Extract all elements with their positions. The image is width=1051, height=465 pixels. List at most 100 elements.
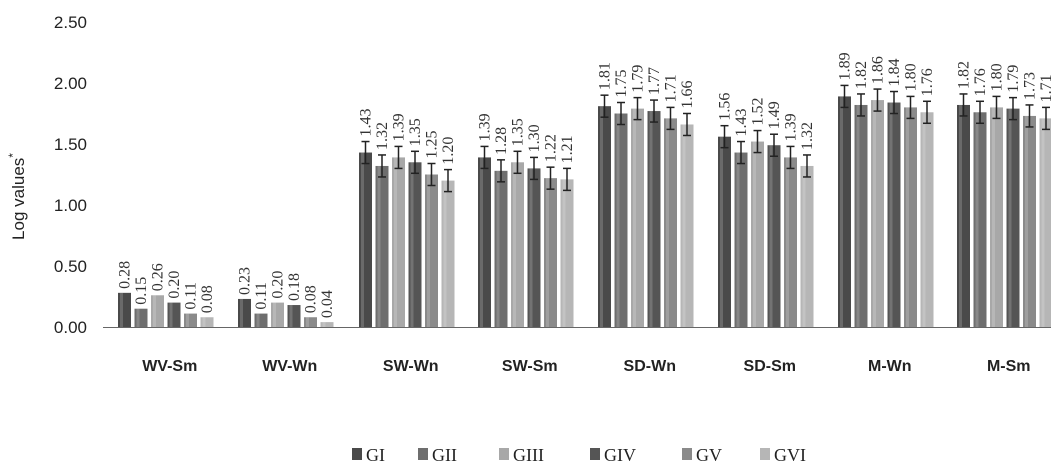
bar-GIII-M-Wn [871, 100, 884, 327]
bar-GII-WV-Sm [135, 309, 148, 327]
data-label-GI-WV-Wn: 0.23 [237, 267, 254, 295]
bar-shine [394, 157, 397, 327]
y-tick-label: 1.00 [54, 196, 87, 215]
bar-shine [273, 303, 276, 327]
bar-shine [480, 157, 483, 327]
bar-GIII-WV-Wn [271, 303, 284, 327]
legend-label-GVI: GVI [774, 445, 806, 465]
bar-GIV-WV-Sm [168, 303, 181, 327]
bar-shine [923, 112, 926, 327]
bar-shine [546, 178, 549, 327]
category-label: SD-Wn [624, 358, 676, 375]
bar-GV-SW-Sm [544, 178, 557, 327]
bar-GVI-SD-Sm [801, 166, 814, 327]
bar-GI-SD-Sm [718, 137, 731, 327]
bar-GV-SD-Wn [664, 118, 677, 327]
data-label-GIII-SW-Sm: 1.35 [510, 118, 527, 146]
bar-GIV-SD-Wn [648, 111, 661, 327]
legend-swatch-GVI [760, 448, 770, 460]
data-label-GV-SW-Wn: 1.25 [424, 131, 441, 159]
data-label-GIV-WV-Wn: 0.18 [286, 273, 303, 301]
data-label-GV-WV-Wn: 0.08 [303, 285, 320, 313]
bar-GV-SW-Wn [425, 175, 438, 328]
bar-GIII-SD-Wn [631, 109, 644, 327]
data-label-GV-SW-Sm: 1.22 [543, 134, 560, 162]
data-label-GIII-SD-Wn: 1.79 [630, 65, 647, 93]
data-label-GIII-WV-Wn: 0.20 [270, 271, 287, 299]
bar-shine [786, 157, 789, 327]
bar-shine [600, 106, 603, 327]
legend-label-GIII: GIII [513, 445, 544, 465]
bar-GVI-SW-Sm [561, 179, 574, 327]
bar-shine [770, 145, 773, 327]
y-tick-label: 2.50 [54, 13, 87, 32]
bar-shine [203, 317, 206, 327]
bar-GII-WV-Wn [255, 314, 268, 327]
category-label: M-Sm [987, 358, 1031, 375]
data-label-GVI-WV-Sm: 0.08 [199, 285, 216, 313]
bar-shine [563, 179, 566, 327]
data-label-GI-M-Sm: 1.82 [956, 61, 973, 89]
data-label-GII-WV-Wn: 0.11 [253, 282, 270, 309]
legend: GI GII GIII GIV GV GVI [352, 445, 806, 465]
data-label-GIV-SD-Sm: 1.49 [766, 101, 783, 129]
legend-swatch-GIV [590, 448, 600, 460]
y-tick-label: 1.50 [54, 135, 87, 154]
data-label-GII-SD-Wn: 1.75 [613, 70, 630, 98]
bar-GI-M-Wn [838, 96, 851, 327]
bar-GII-M-Sm [974, 112, 987, 327]
bar-GIII-SW-Wn [392, 157, 405, 327]
data-label-GVI-M-Sm: 1.71 [1038, 74, 1051, 102]
data-label-GIV-SW-Sm: 1.30 [526, 124, 543, 152]
bar-GIV-M-Sm [1007, 109, 1020, 327]
data-label-GVI-SW-Sm: 1.21 [559, 135, 576, 163]
category-label: WV-Wn [262, 358, 317, 375]
y-tick-label: 2.00 [54, 74, 87, 93]
bar-GII-SW-Wn [376, 166, 389, 327]
data-label-GVI-WV-Wn: 0.04 [319, 290, 336, 318]
bar-GIV-SW-Sm [528, 168, 541, 327]
bar-shine [840, 96, 843, 327]
data-label-GVI-M-Wn: 1.76 [919, 68, 936, 96]
data-label-GII-SD-Sm: 1.43 [733, 109, 750, 137]
bar-GI-M-Sm [957, 105, 970, 327]
data-label-GIV-SD-Wn: 1.77 [646, 67, 663, 95]
bar-GIV-SD-Sm [768, 145, 781, 327]
bar-GVI-SW-Wn [442, 181, 455, 327]
bar-shine [683, 124, 686, 327]
data-label-GV-SD-Wn: 1.71 [663, 74, 680, 102]
data-label-GIII-M-Wn: 1.86 [870, 56, 887, 84]
bar-shine [959, 105, 962, 327]
category-label: M-Wn [868, 358, 912, 375]
bar-GIV-WV-Wn [288, 305, 301, 327]
bar-shine [650, 111, 653, 327]
bar-GV-M-Sm [1023, 116, 1036, 327]
bar-shine [890, 103, 893, 327]
data-label-GI-SD-Wn: 1.81 [597, 62, 614, 90]
bar-GII-SD-Sm [735, 153, 748, 327]
bar-shine [497, 171, 500, 327]
data-label-GV-M-Sm: 1.73 [1022, 72, 1039, 100]
data-label-GIV-WV-Sm: 0.20 [166, 271, 183, 299]
data-label-GV-WV-Sm: 0.11 [183, 282, 200, 309]
data-label-GI-SW-Sm: 1.39 [477, 113, 494, 141]
bar-GII-M-Wn [855, 105, 868, 327]
legend-swatch-GII [418, 448, 428, 460]
bar-GI-SW-Sm [478, 157, 491, 327]
legend-label-GV: GV [696, 445, 722, 465]
data-label-GI-SD-Sm: 1.56 [717, 93, 734, 121]
bar-shine [290, 305, 293, 327]
bar-GVI-M-Wn [921, 112, 934, 327]
legend-label-GI: GI [366, 445, 385, 465]
bar-shine [1025, 116, 1028, 327]
data-label-GIII-WV-Sm: 0.26 [150, 263, 167, 291]
bar-GI-WV-Wn [238, 299, 251, 327]
data-label-GVI-SW-Wn: 1.20 [440, 137, 457, 165]
bar-GII-SD-Wn [615, 114, 628, 328]
data-label-GIV-M-Wn: 1.84 [886, 59, 903, 87]
bar-shine [323, 322, 326, 327]
bar-GV-M-Wn [904, 107, 917, 327]
data-label-GII-SW-Wn: 1.32 [374, 122, 391, 150]
category-label: SD-Sm [744, 358, 796, 375]
